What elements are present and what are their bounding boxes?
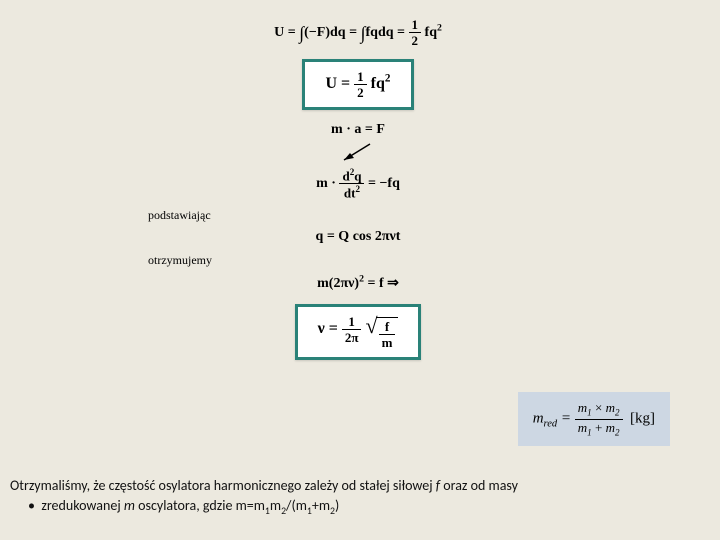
sqrt-icon: √ f m [365, 317, 398, 349]
footer-text: Otrzymaliśmy, że częstość osylatora harm… [10, 476, 690, 518]
footer-l1a: Otrzymaliśmy, że częstość osylatora harm… [10, 477, 436, 494]
q-subst: q = Q cos 2πνt [316, 229, 401, 244]
boxed-U: U [325, 75, 337, 92]
reduced-mass-box: mred = m1 × m2 m1 + m2 [kg] [518, 392, 670, 446]
fq-box: fq [371, 75, 385, 92]
nu-sym: ν [318, 320, 325, 337]
boxed-frequency: ν = 1 2π √ f m [148, 304, 568, 360]
equation-ma-F: m · a = F [148, 122, 568, 138]
equations-area: U = ∫(−F)dq = ∫fqdq = 1 2 fq2 U = 1 2 fq… [148, 12, 568, 372]
label-otrzymujemy: otrzymujemy [148, 253, 568, 268]
footer-ba: zredukowanej [41, 497, 124, 514]
eq-f-arrow: = f ⇒ [367, 276, 398, 291]
half-frac: 1 2 [409, 18, 422, 47]
eq1-lhs: U [274, 25, 284, 40]
f-over-m: f m [379, 320, 396, 349]
d2q-frac: d2q dt2 [339, 168, 364, 200]
mred-unit: [kg] [630, 411, 655, 427]
footer-l1b: oraz od masy [440, 477, 518, 494]
eq1-int2: fqdq [366, 25, 394, 40]
equation-integral: U = ∫(−F)dq = ∫fqdq = 1 2 fq2 [148, 18, 568, 47]
fq: fq [425, 25, 437, 40]
mred-frac: m1 × m2 m1 + m2 [575, 401, 623, 437]
ma-right: F [376, 122, 385, 137]
sup2-box: 2 [385, 73, 391, 85]
sup2: 2 [437, 22, 442, 33]
equation-d2q: m · d2q dt2 = −fq [148, 168, 568, 200]
footer-bm: m [124, 497, 135, 514]
eq1-int1: (−F)dq [304, 25, 345, 40]
neg-fq: −fq [379, 176, 399, 191]
equation-substitution: q = Q cos 2πνt [148, 229, 568, 245]
boxed-energy: U = 1 2 fq2 [148, 59, 568, 110]
equation-m2pinu: m(2πν)2 = f ⇒ [148, 274, 568, 293]
half-frac-box: 1 2 [354, 70, 367, 99]
label-podstawiajac: podstawiając [148, 208, 568, 223]
footer-bb: oscylatora, gdzie m=m [135, 497, 265, 514]
arrow-icon [328, 142, 388, 164]
m2pinu: m(2πν) [317, 276, 359, 291]
mred-m: m [533, 411, 544, 427]
ma-left: m · a [331, 122, 361, 137]
one-over-2pi: 1 2π [342, 315, 362, 344]
